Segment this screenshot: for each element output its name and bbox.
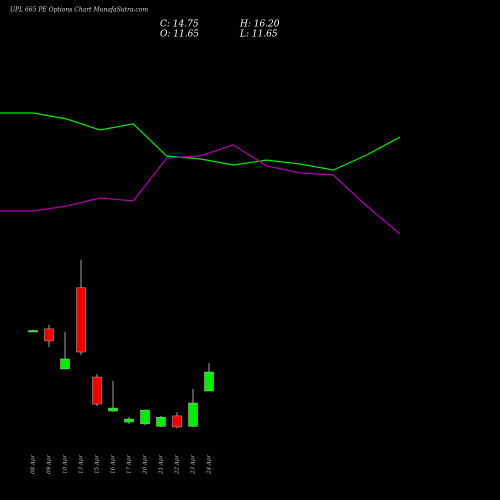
line-series — [0, 112, 401, 171]
x-tick-label: 23 Apr — [191, 455, 197, 475]
candle-body — [140, 409, 150, 425]
x-tick-label: 20 Apr — [143, 455, 149, 475]
x-tick-label: 08 Apr — [31, 455, 37, 474]
candle-body — [60, 358, 70, 370]
candle-body — [108, 407, 118, 412]
line-series — [0, 144, 401, 235]
x-tick-label: 13 Apr — [79, 455, 85, 474]
high-label: H: 16.20 — [239, 20, 280, 30]
candle-body — [188, 402, 198, 427]
open-label: O: 11.65 — [160, 30, 199, 40]
candle-body — [76, 287, 86, 353]
x-tick-label: 17 Apr — [127, 455, 133, 474]
close-label: C: 14.75 — [160, 20, 199, 30]
candle-body — [44, 328, 54, 342]
candle-body — [124, 418, 134, 423]
x-tick-label: 10 Apr — [63, 455, 69, 474]
x-tick-label: 24 Apr — [207, 455, 213, 475]
x-tick-label: 22 Apr — [175, 455, 181, 475]
candle-body — [204, 371, 214, 392]
x-tick-label: 09 Apr — [47, 455, 53, 474]
candle-body — [28, 330, 38, 333]
low-label: L: 11.65 — [239, 30, 278, 40]
x-tick-label: 21 Apr — [159, 455, 165, 475]
chart-title: UPL 665 PE Options Chart MunafaSutra.com — [10, 7, 148, 14]
candle-body — [92, 376, 102, 405]
candle-body — [172, 415, 182, 428]
x-tick-label: 16 Apr — [111, 455, 117, 474]
x-tick-label: 15 Apr — [95, 455, 101, 474]
candle-body — [156, 416, 166, 427]
